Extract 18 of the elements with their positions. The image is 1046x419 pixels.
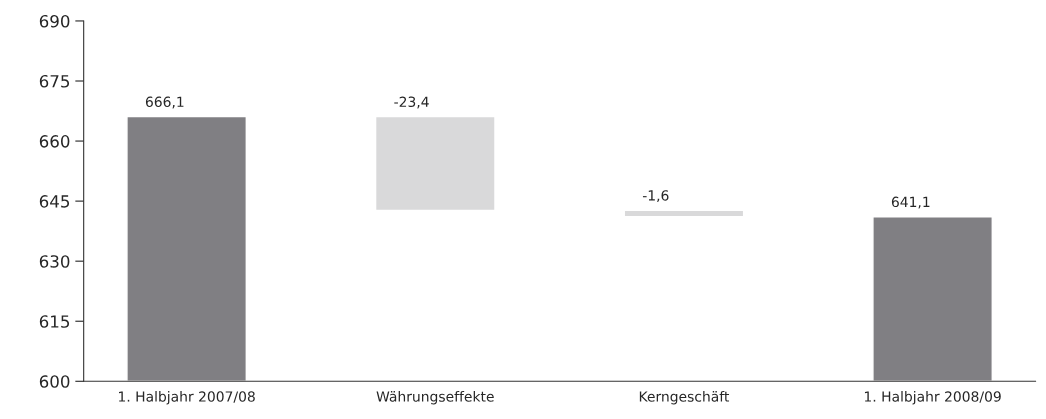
y-tick-label: 600 bbox=[39, 375, 70, 388]
data-label: -1,6 bbox=[642, 190, 669, 203]
y-tick-label: 630 bbox=[39, 255, 70, 268]
y-tick-label: 645 bbox=[39, 195, 70, 208]
x-tick-label: 1. Halbjahr 2007/08 bbox=[119, 391, 255, 405]
x-tick-label: 1. Halbjahr 2008/09 bbox=[864, 391, 1001, 405]
y-tick-label: 675 bbox=[39, 74, 70, 88]
y-tick-label: 690 bbox=[39, 14, 70, 28]
data-label: -23,4 bbox=[394, 96, 429, 109]
y-tick-label: 615 bbox=[39, 315, 70, 328]
bar bbox=[872, 216, 993, 382]
x-tick-label: Währungseffekte bbox=[376, 391, 494, 405]
bar bbox=[374, 115, 496, 212]
y-tick-label: 660 bbox=[39, 135, 70, 148]
x-tick-label: Kerngeschäft bbox=[639, 391, 730, 405]
data-label: 666,1 bbox=[145, 96, 184, 109]
bar bbox=[126, 115, 247, 382]
data-label: 641,1 bbox=[891, 196, 930, 209]
